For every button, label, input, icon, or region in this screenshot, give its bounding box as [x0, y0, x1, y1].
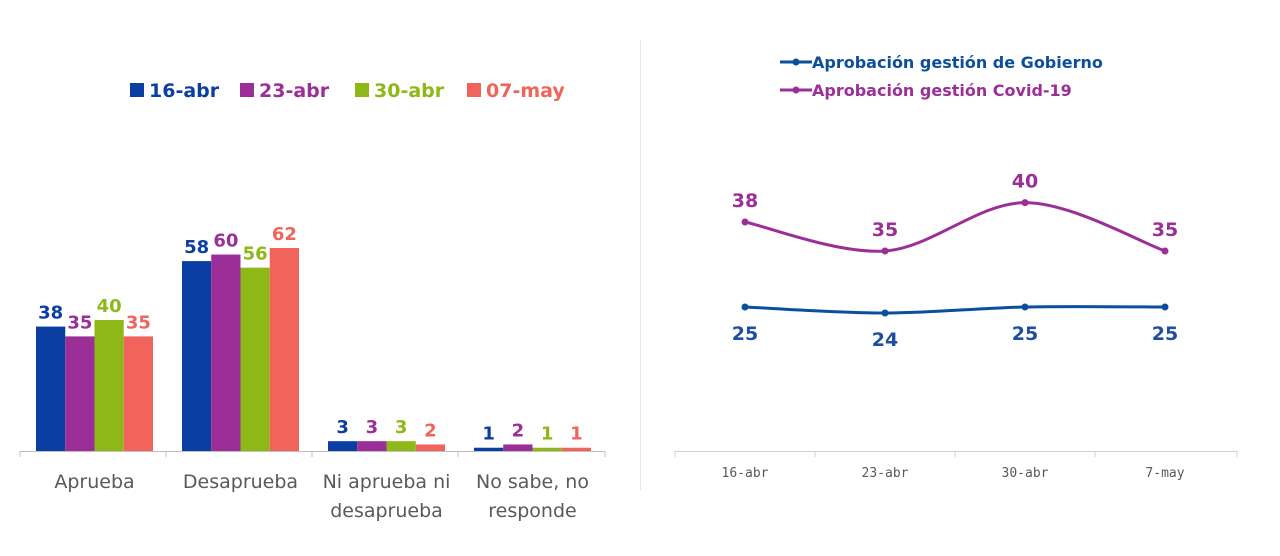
x-tick-label: 16-abr	[722, 466, 769, 481]
bar-23-abr-3	[503, 444, 533, 451]
x-tick-label: 7-may	[1145, 466, 1184, 481]
x-tick-label: 23-abr	[862, 466, 909, 481]
bar-16-abr-1	[182, 261, 212, 451]
series-point-0-0	[741, 303, 749, 311]
series-line-1	[744, 201, 1166, 253]
bar-23-abr-1	[211, 254, 241, 451]
bar-value-label: 2	[512, 420, 525, 441]
point-value-label: 25	[732, 323, 758, 345]
legend-swatch-30-abr	[355, 83, 369, 97]
bar-value-label: 60	[213, 231, 238, 252]
point-value-label: 40	[1012, 171, 1038, 193]
bar-value-label: 62	[272, 224, 297, 245]
point-value-label: 25	[1012, 323, 1038, 345]
bar-23-abr-2	[357, 441, 387, 451]
category-label: Desaprueba	[183, 471, 298, 493]
series-point-1-2	[1021, 199, 1029, 207]
bar-value-label: 35	[67, 312, 92, 333]
bar-value-label: 38	[38, 303, 63, 324]
bar-30-abr-0	[94, 320, 124, 451]
bar-value-label: 35	[126, 312, 151, 333]
legend-label-23-abr: 23-abr	[259, 80, 330, 102]
bar-07-may-0	[123, 336, 153, 451]
bar-value-label: 3	[395, 417, 408, 438]
category-label: Aprueba	[54, 471, 134, 493]
point-value-label: 24	[872, 329, 898, 351]
point-value-label: 35	[1152, 219, 1178, 241]
bar-value-label: 58	[184, 237, 209, 258]
legend-swatch-07-may	[467, 83, 481, 97]
category-label: No sabe, no	[476, 471, 589, 493]
series-line-0	[744, 305, 1166, 315]
category-label: responde	[488, 500, 576, 522]
bar-07-may-2	[415, 444, 445, 451]
bar-07-may-3	[561, 447, 591, 451]
category-label: Ni aprueba ni	[323, 471, 451, 493]
point-value-label: 35	[872, 219, 898, 241]
bar-value-label: 40	[97, 296, 122, 317]
bar-23-abr-0	[65, 336, 95, 451]
line-chart: Aprobación gestión de Gobierno Aprobación…	[674, 53, 1238, 481]
point-value-label: 38	[732, 190, 758, 212]
bar-value-label: 3	[366, 417, 379, 438]
series-point-0-2	[1021, 303, 1029, 311]
point-value-label: 25	[1152, 323, 1178, 345]
legend-swatch-16-abr	[130, 83, 144, 97]
bar-value-label: 1	[541, 424, 554, 445]
series-point-0-3	[1161, 303, 1169, 311]
x-tick-label: 30-abr	[1002, 466, 1049, 481]
bar-value-label: 3	[336, 417, 349, 438]
legend-label-07-may: 07-may	[486, 80, 565, 102]
series-point-1-1	[881, 247, 889, 255]
bar-30-abr-1	[240, 267, 270, 451]
bar-value-label: 56	[243, 244, 268, 265]
legend-label-1: Aprobación gestión Covid-19	[812, 81, 1072, 100]
bar-value-label: 1	[482, 424, 495, 445]
legend-swatch-23-abr	[240, 83, 254, 97]
bar-value-label: 2	[424, 420, 437, 441]
legend-marker-1	[792, 86, 800, 94]
series-point-1-0	[741, 218, 749, 226]
panel-divider	[640, 40, 641, 490]
bar-16-abr-2	[328, 441, 358, 451]
category-label: desaprueba	[330, 500, 443, 522]
bar-value-label: 1	[570, 424, 583, 445]
series-point-0-1	[881, 309, 889, 317]
series-point-1-3	[1161, 247, 1169, 255]
legend-marker-0	[792, 58, 800, 66]
legend-label-16-abr: 16-abr	[149, 80, 220, 102]
bar-16-abr-3	[474, 447, 504, 451]
bar-16-abr-0	[36, 326, 66, 451]
legend-label-0: Aprobación gestión de Gobierno	[812, 53, 1103, 72]
bar-07-may-1	[269, 248, 299, 451]
bar-30-abr-2	[386, 441, 416, 451]
bar-30-abr-3	[532, 447, 562, 451]
legend-label-30-abr: 30-abr	[374, 80, 445, 102]
